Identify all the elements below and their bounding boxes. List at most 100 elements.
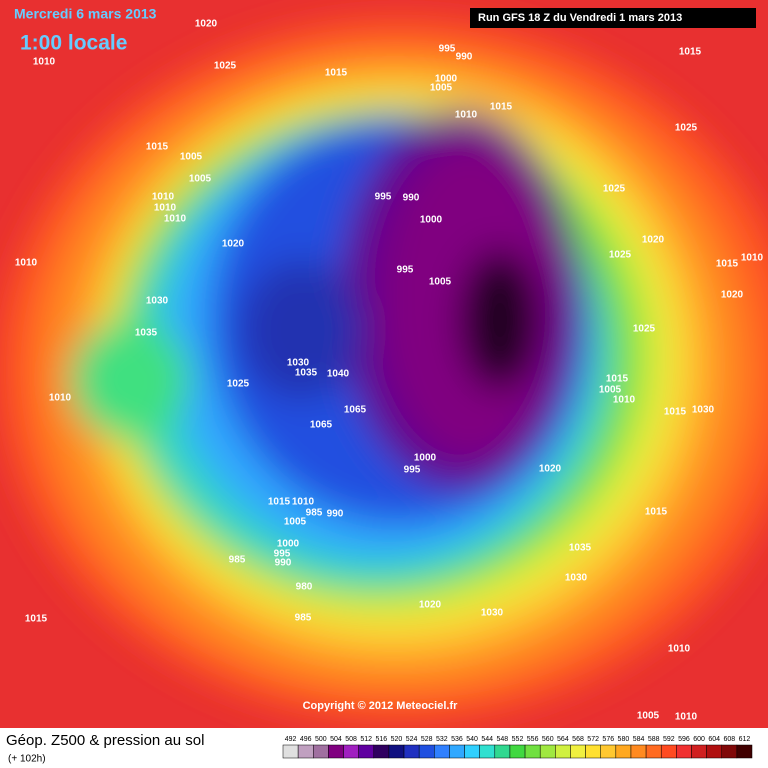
isobar-label: 1065 (310, 420, 333, 431)
footer-title: Géop. Z500 & pression au sol (6, 732, 204, 749)
colorbar-swatch (676, 744, 692, 759)
isobar-label: 990 (403, 193, 420, 204)
colorbar-label: 528 (421, 736, 433, 743)
colorbar-label: 524 (406, 736, 418, 743)
colorbar-label: 500 (315, 736, 327, 743)
isobar-label: 1040 (327, 369, 350, 380)
colorbar-swatch (297, 744, 314, 759)
isobar-label: 1005 (599, 385, 622, 396)
colorbar-label: 516 (375, 736, 387, 743)
isobar-label: 1020 (721, 290, 744, 301)
isobar-label: 1035 (135, 328, 158, 339)
isobar-label: 1015 (146, 142, 169, 153)
colorbar-swatch (313, 744, 329, 759)
colorbar-label: 544 (481, 736, 493, 743)
colorbar-label: 520 (391, 736, 403, 743)
isobar-label: 1030 (146, 296, 169, 307)
isobar-label: 1035 (295, 368, 318, 379)
footer-subtitle: (+ 102h) (8, 754, 46, 765)
colorbar-label: 596 (678, 736, 690, 743)
isobar-label: 990 (275, 558, 292, 569)
colorbar-label: 572 (587, 736, 599, 743)
copyright: Copyright © 2012 Meteociel.fr (303, 700, 459, 712)
isobar-label: 1010 (741, 253, 764, 264)
colorbar-swatch (388, 744, 405, 759)
isobar-label: 1020 (222, 239, 245, 250)
isobar-label: 985 (295, 613, 312, 624)
isobar-label: 995 (274, 549, 291, 560)
isobar-label: 1005 (189, 174, 212, 185)
isobar-label: 1010 (668, 644, 691, 655)
colorbar-swatch (736, 744, 753, 759)
isobar-label: 990 (456, 52, 473, 63)
colorbar-swatch (418, 744, 435, 759)
isobar-label: 1010 (164, 214, 187, 225)
colorbar-swatch (555, 744, 571, 759)
isobar-label: 1015 (664, 407, 687, 418)
colorbar-swatch (721, 744, 738, 759)
colorbar-label: 568 (572, 736, 584, 743)
colorbar-label: 508 (345, 736, 357, 743)
colorbar-label: 604 (708, 736, 720, 743)
colorbar-swatch (615, 744, 632, 759)
colorbar-label: 496 (300, 736, 312, 743)
isobar-label: 995 (397, 265, 414, 276)
isobar-label: 1015 (325, 68, 348, 79)
colorbar-label: 512 (360, 736, 372, 743)
colorbar-label: 592 (663, 736, 675, 743)
colorbar-swatch (479, 744, 496, 759)
colorbar-label: 576 (602, 736, 614, 743)
colorbar-swatch (585, 744, 601, 759)
isobar-label: 995 (439, 44, 456, 55)
colorbar-swatch (282, 744, 299, 759)
isobar-label: 1005 (284, 517, 307, 528)
colorbar-label: 560 (542, 736, 554, 743)
isobar-label: 985 (229, 555, 246, 566)
colorbar-swatch (706, 744, 722, 759)
colorbar-label: 504 (330, 736, 342, 743)
colorbar-label: 536 (451, 736, 463, 743)
isobar-label: 1035 (569, 543, 592, 554)
isobar-label: 1010 (152, 192, 175, 203)
isobar-label: 1015 (716, 259, 739, 270)
isobar-label: 1015 (679, 47, 702, 58)
isobar-label: 1020 (539, 464, 562, 475)
colorbar-label: 552 (512, 736, 524, 743)
isobar-label: 1030 (692, 405, 715, 416)
isobar-label: 1020 (195, 19, 218, 30)
colorbar-label: 532 (436, 736, 448, 743)
colorbar-label: 540 (466, 736, 478, 743)
colorbar-swatch (660, 744, 677, 759)
colorbar-swatch (539, 744, 556, 759)
isobar-label: 990 (327, 509, 344, 520)
colorbar-swatch (464, 744, 480, 759)
colorbar-label: 612 (739, 736, 751, 743)
isobar-label: 1030 (287, 358, 310, 369)
colorbar-swatch (434, 744, 450, 759)
colorbar-label: 492 (285, 736, 297, 743)
isobar-label: 1000 (277, 539, 300, 550)
isobar-label: 1025 (214, 61, 237, 72)
colorbar-label: 584 (633, 736, 645, 743)
colorbar-swatch (509, 744, 526, 759)
isobar-label: 1020 (642, 235, 665, 246)
isobar-label: 1025 (603, 184, 626, 195)
isobar-label: 1005 (180, 152, 203, 163)
geopotential-field (0, 0, 768, 728)
colorbar-swatch (645, 744, 662, 759)
colorbar-swatch (524, 744, 541, 759)
run-label: Run GFS 18 Z du Vendredi 1 mars 2013 (478, 12, 682, 24)
isobar-label: 1000 (414, 453, 437, 464)
colorbar-swatch (691, 744, 707, 759)
isobar-label: 995 (404, 465, 421, 476)
isobar-label: 1025 (675, 123, 698, 134)
colorbar-swatch (600, 744, 617, 759)
colorbar-swatch (373, 744, 390, 759)
colorbar-swatch (449, 744, 465, 759)
colorbar-swatch (328, 744, 344, 759)
isobar-label: 995 (375, 192, 392, 203)
isobar-label: 1010 (49, 393, 72, 404)
colorbar: 492 496 500 504 508 512 516 520 524 528 532 536 540 5… (282, 736, 753, 759)
